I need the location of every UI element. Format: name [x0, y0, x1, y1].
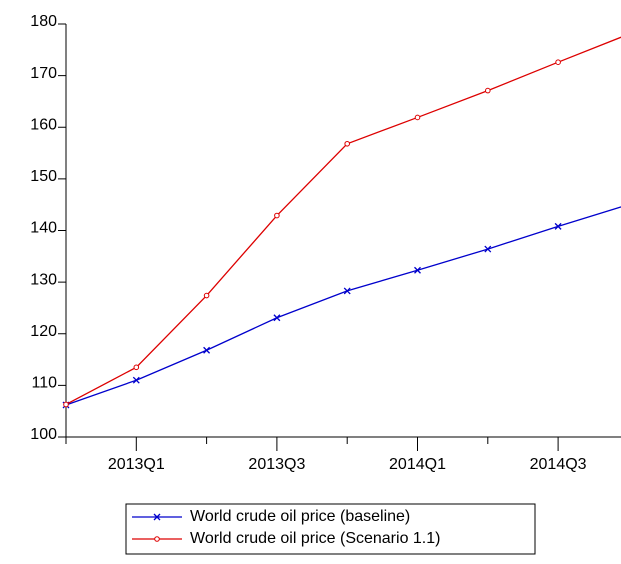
legend-box — [125, 503, 536, 555]
y-tick-label: 130 — [30, 271, 57, 288]
point-marker — [484, 245, 492, 253]
y-tick-label: 180 — [30, 13, 57, 30]
legend-label: World crude oil price (baseline) — [190, 508, 410, 525]
y-tick-label: 170 — [30, 65, 57, 82]
point-marker — [132, 376, 140, 384]
y-tick-label: 150 — [30, 168, 57, 185]
point-marker — [133, 364, 140, 371]
point-marker — [414, 114, 421, 121]
point-marker — [273, 314, 281, 322]
series-line — [65, 206, 621, 406]
legend-marker — [153, 513, 161, 521]
x-tick-label: 2013Q3 — [248, 456, 305, 473]
x-tick-label: 2014Q1 — [389, 456, 446, 473]
y-tick-label: 110 — [31, 375, 57, 392]
point-marker — [343, 287, 351, 295]
series-line — [65, 36, 621, 406]
point-marker — [485, 87, 491, 94]
point-marker — [414, 266, 421, 274]
legend-label: World crude oil price (Scenario 1.1) — [190, 530, 440, 547]
legend-marker — [154, 536, 160, 542]
y-tick-label: 160 — [30, 116, 57, 133]
point-marker — [274, 212, 280, 219]
plot — [62, 36, 621, 409]
y-tick-label: 120 — [30, 323, 57, 340]
point-marker — [555, 59, 561, 66]
point-marker — [203, 346, 211, 354]
point-marker — [203, 292, 210, 299]
x-tick-label: 2013Q1 — [108, 456, 165, 473]
point-marker — [554, 222, 562, 230]
y-tick-label: 100 — [30, 426, 57, 443]
point-marker — [344, 140, 351, 147]
y-tick-label: 140 — [30, 220, 57, 237]
point-marker — [63, 401, 69, 408]
x-tick-label: 2014Q3 — [530, 456, 587, 473]
